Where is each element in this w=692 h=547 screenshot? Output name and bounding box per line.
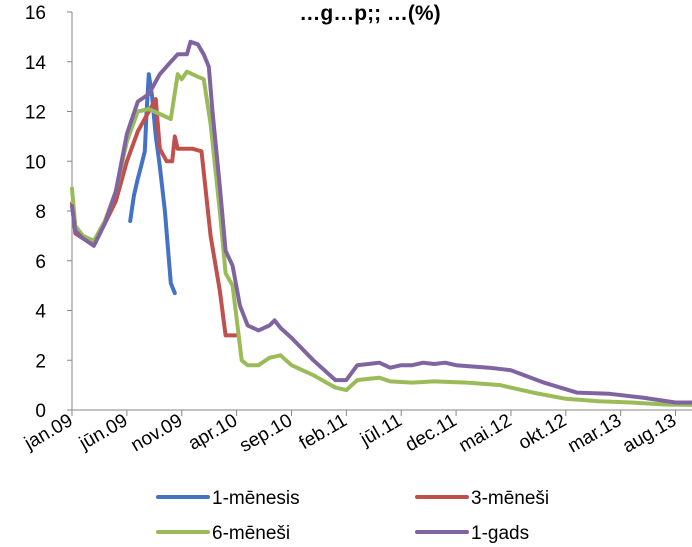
series-line-3 <box>70 69 692 407</box>
x-tick-label: mai.12 <box>456 410 516 457</box>
y-tick-label: 0 <box>35 401 46 422</box>
x-tick-label: okt.12 <box>515 410 570 454</box>
legend-label: 1-mēnesis <box>212 488 300 509</box>
x-tick-label: jūl.11 <box>356 410 405 451</box>
y-tick-label: 14 <box>25 53 47 74</box>
x-tick-label: mar.13 <box>564 410 625 457</box>
legend-label: 3-mēneši <box>471 488 549 509</box>
x-tick-label: jūn.09 <box>75 410 131 455</box>
series-line-4 <box>70 39 692 405</box>
series-layer <box>70 39 692 407</box>
x-tick-label: feb.11 <box>296 410 351 454</box>
x-tick-label: dec.11 <box>402 410 461 456</box>
y-tick-label: 2 <box>35 351 46 372</box>
y-tick-label: 4 <box>35 302 46 323</box>
y-tick-label: 12 <box>25 103 46 124</box>
chart-title: …g…p;; …(%) <box>299 2 440 25</box>
series-line-1 <box>128 72 177 296</box>
legend-label: 6-mēneši <box>212 523 290 544</box>
x-tick-label: nov.09 <box>128 410 187 456</box>
y-tick-label: 6 <box>35 252 46 273</box>
y-tick-label: 16 <box>25 3 46 24</box>
x-tick-label: sep.10 <box>236 410 296 457</box>
y-axis: 0 2 4 6 8 10 12 14 16 <box>25 3 73 422</box>
y-tick-label: 10 <box>25 152 46 173</box>
y-tick-label: 8 <box>35 202 46 223</box>
x-tick-label: jan.09 <box>20 410 76 455</box>
legend: 1-mēnesis 3-mēneši 6-mēneši 1-gads <box>156 488 549 544</box>
x-tick-label: apr.10 <box>185 410 241 455</box>
legend-label: 1-gads <box>471 523 529 544</box>
x-tick-label: aug.13 <box>619 410 680 457</box>
